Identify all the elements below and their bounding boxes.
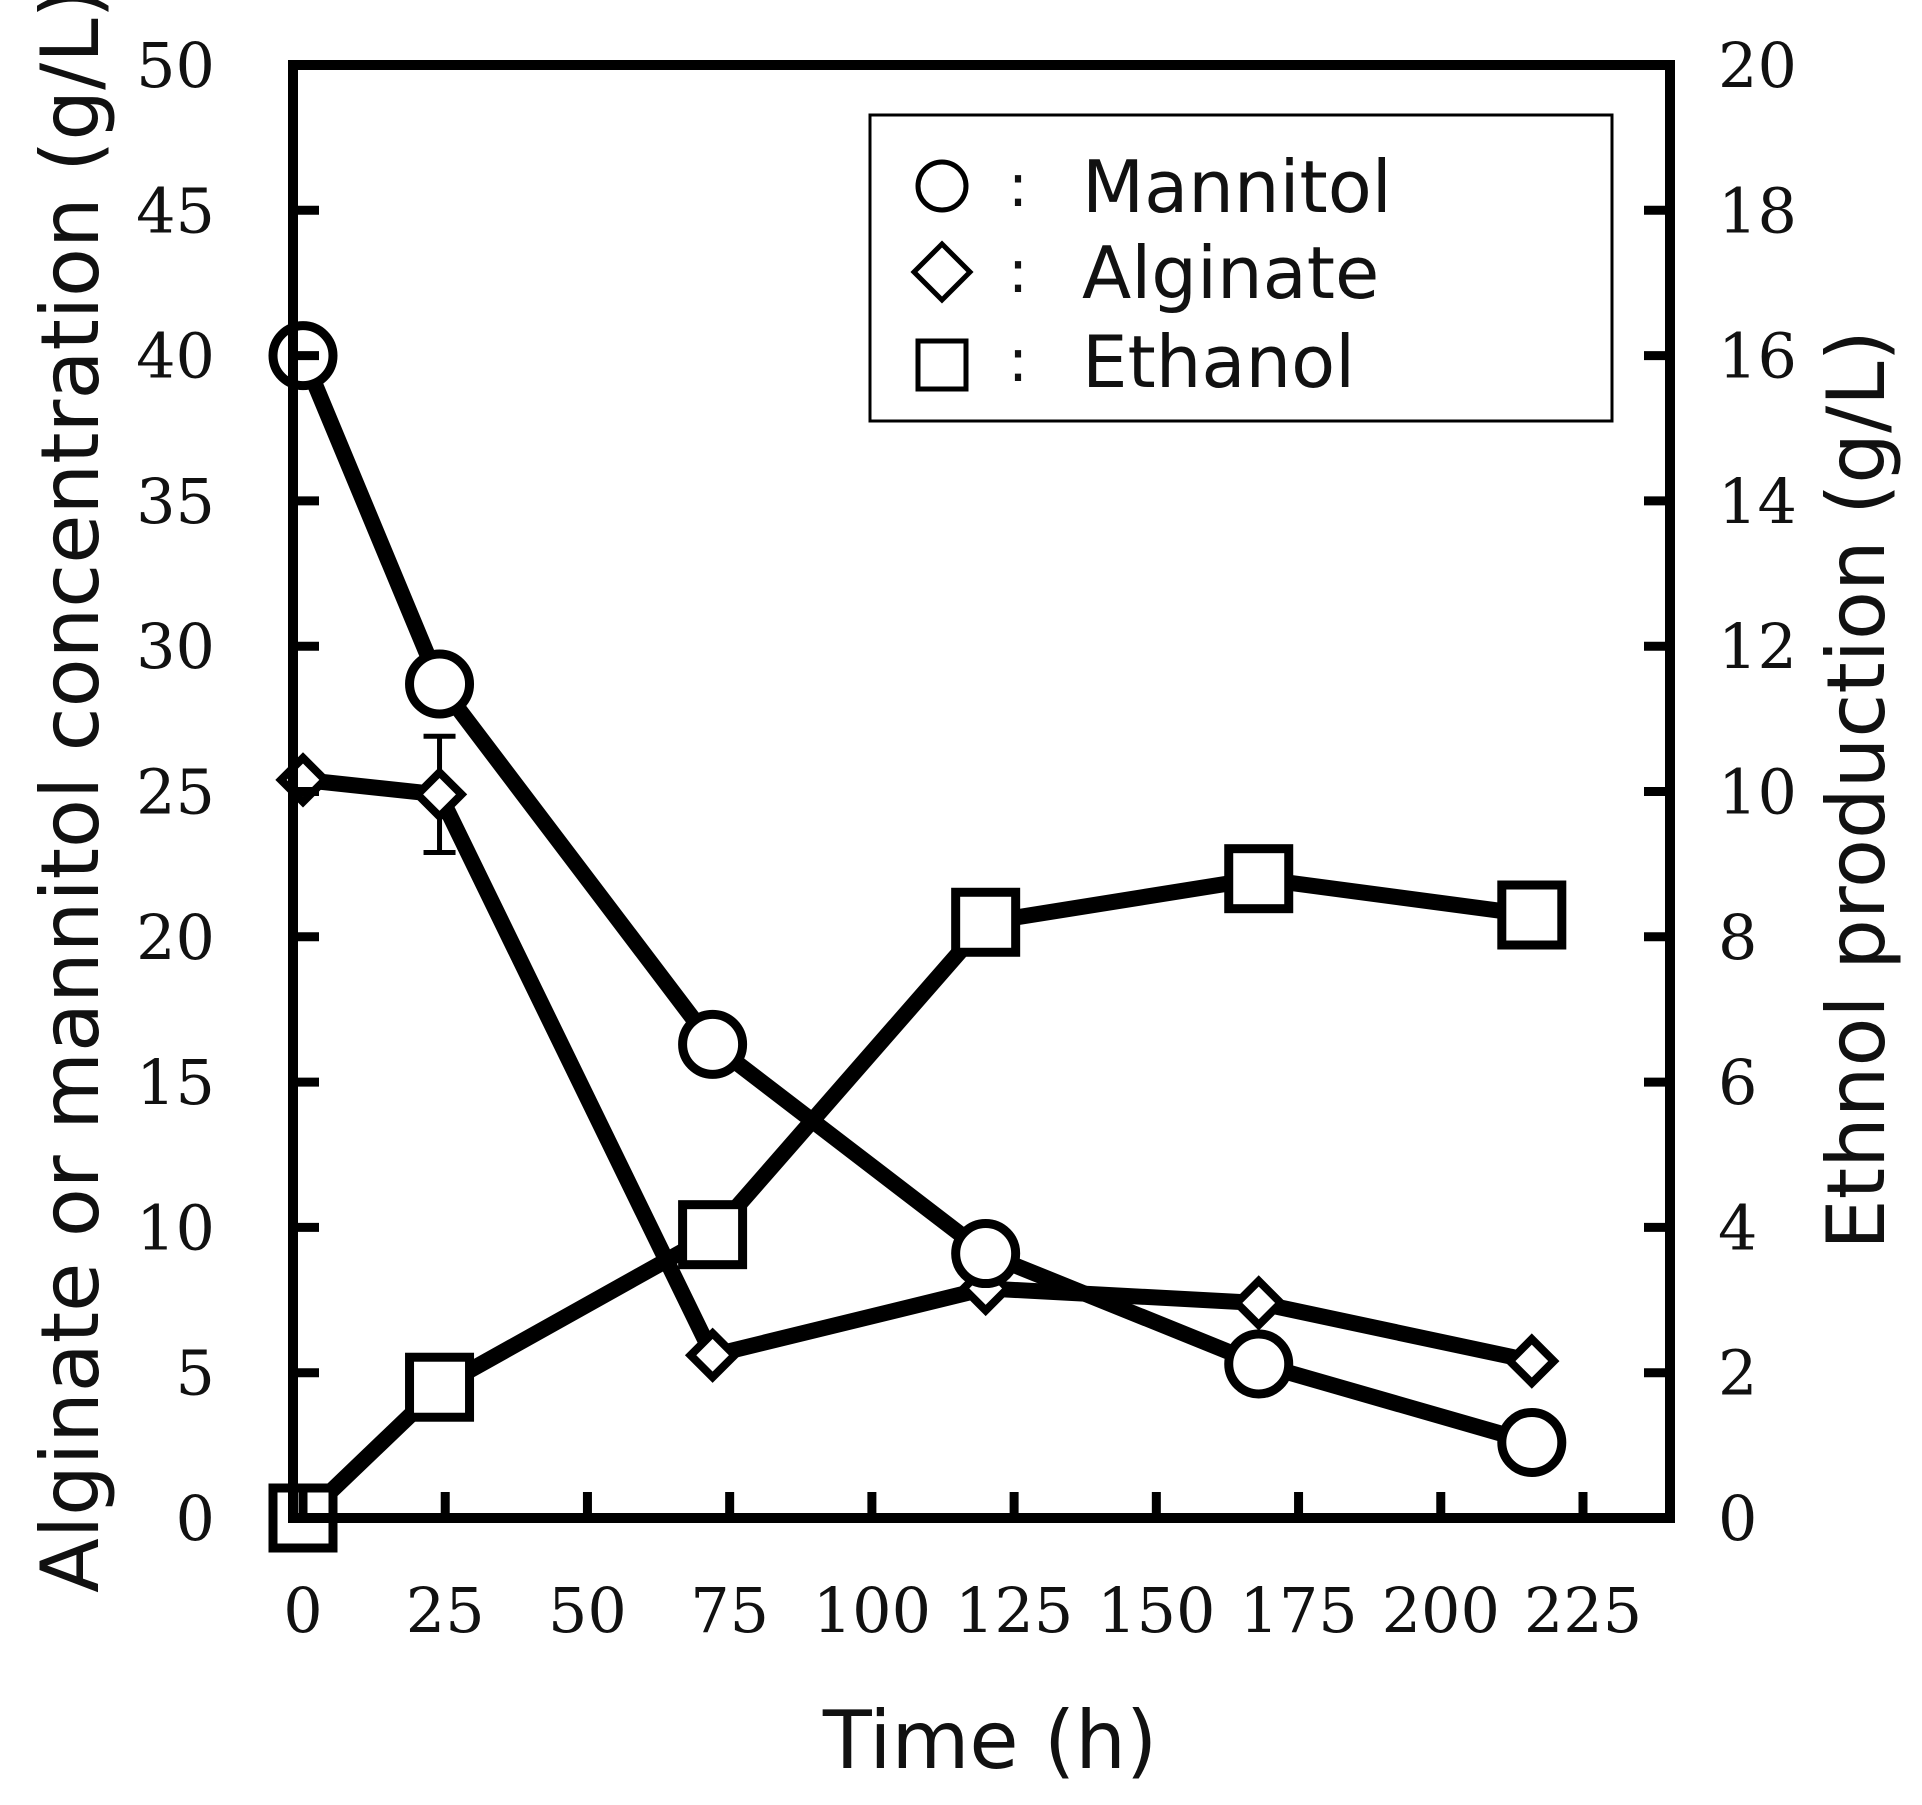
legend-separator: :	[1008, 151, 1028, 221]
y-tick-label: 20	[136, 901, 215, 974]
marker-mannitol	[1224, 1329, 1294, 1399]
x-tick-label: 75	[690, 1574, 769, 1647]
y-tick-label: 35	[136, 465, 215, 538]
legend-circle-icon	[915, 159, 969, 213]
legend-label-mannitol: Mannitol	[1082, 145, 1392, 229]
x-tick-label: 0	[283, 1574, 322, 1647]
y2-tick-label: 0	[1718, 1482, 1757, 1555]
marker-alginate	[1231, 1275, 1287, 1331]
right-axis-title: Ethnol production (g/L)	[1810, 330, 1903, 1250]
legend-box	[868, 113, 1614, 423]
marker-mannitol	[678, 1009, 748, 1079]
y-tick-label: 5	[176, 1337, 215, 1410]
legend-square-icon	[915, 338, 969, 392]
left-axis-title: Alginate or mannitol concentration (g/L)	[24, 0, 117, 1593]
series-line-alginate	[295, 771, 1540, 1370]
marker-alginate	[684, 1327, 741, 1383]
marker-mannitol	[1497, 1407, 1567, 1477]
y-tick-label: 25	[136, 756, 215, 829]
legend-label-alginate: Alginate	[1082, 231, 1379, 315]
y-tick-label: 10	[136, 1191, 215, 1264]
y-tick-label: 30	[136, 610, 215, 683]
x-axis-title: Time (h)	[822, 1694, 1157, 1787]
x-tick-label: 125	[955, 1574, 1073, 1647]
y2-tick-label: 16	[1718, 320, 1797, 393]
x-tick-label: 25	[406, 1574, 485, 1647]
legend: : Mannitol : Alginate : Ethanol	[868, 113, 1614, 423]
series-layer	[268, 321, 1567, 1553]
series-line-mannitol	[295, 347, 1540, 1451]
marker-mannitol	[951, 1219, 1021, 1289]
x-tick-label: 150	[1097, 1574, 1215, 1647]
y2-tick-label: 2	[1718, 1337, 1757, 1410]
y2-tick-label: 4	[1718, 1191, 1757, 1264]
y2-tick-label: 20	[1718, 29, 1797, 102]
marker-alginate	[1504, 1333, 1560, 1389]
marker-ethanol	[1224, 844, 1294, 914]
legend-separator: :	[1008, 237, 1028, 307]
x-tick-label: 175	[1239, 1574, 1357, 1647]
marker-alginate	[411, 766, 468, 823]
x-tick-label: 100	[813, 1574, 931, 1647]
y2-tick-label: 10	[1718, 756, 1797, 829]
y-tick-label: 40	[136, 320, 215, 393]
y2-tick-label: 18	[1718, 174, 1797, 247]
y2-tick-label: 8	[1718, 901, 1757, 974]
legend-separator: :	[1008, 326, 1028, 396]
marker-ethanol	[951, 887, 1021, 957]
x-tick-label: 50	[548, 1574, 627, 1647]
marker-ethanol	[405, 1352, 475, 1422]
y2-tick-label: 6	[1718, 1046, 1757, 1119]
y-tick-label: 15	[136, 1046, 215, 1119]
y2-tick-label: 12	[1718, 610, 1797, 683]
y-tick-label: 50	[136, 29, 215, 102]
y-tick-label: 0	[176, 1482, 215, 1555]
y2-tick-label: 14	[1718, 465, 1797, 538]
legend-diamond-icon	[910, 240, 974, 304]
marker-ethanol	[1497, 880, 1567, 950]
x-tick-label: 200	[1382, 1574, 1500, 1647]
marker-ethanol	[678, 1200, 748, 1270]
marker-mannitol	[405, 649, 475, 719]
y-tick-label: 45	[136, 174, 215, 247]
legend-label-ethanol: Ethanol	[1082, 320, 1355, 404]
x-tick-label: 225	[1524, 1574, 1642, 1647]
